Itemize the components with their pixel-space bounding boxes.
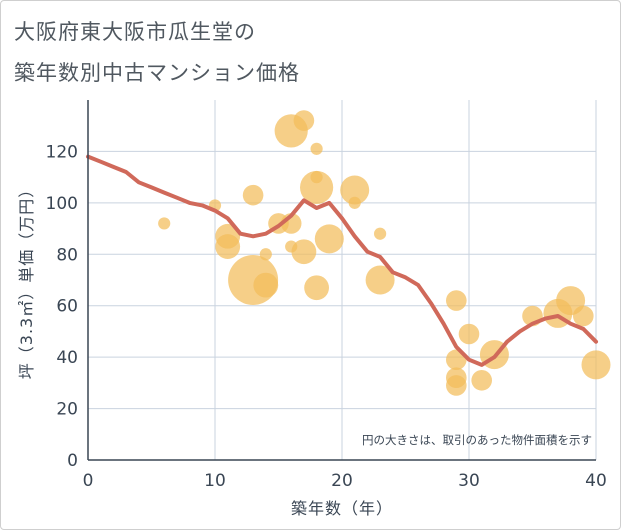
chart-title-line-2: 築年数別中古マンション価格 bbox=[14, 61, 300, 85]
data-bubble bbox=[259, 248, 272, 261]
y-tick-label: 100 bbox=[46, 194, 78, 214]
data-bubble bbox=[253, 272, 279, 298]
y-axis-title: 坪（3.3㎡）単価（万円） bbox=[17, 181, 36, 379]
y-tick-label: 40 bbox=[56, 348, 78, 368]
y-tick-label: 0 bbox=[67, 451, 78, 471]
x-tick-label: 30 bbox=[458, 471, 480, 491]
x-tick-label: 40 bbox=[585, 471, 607, 491]
trend-line bbox=[86, 154, 598, 367]
x-tick-label: 20 bbox=[331, 471, 353, 491]
data-bubble bbox=[304, 275, 329, 301]
bubble-size-note: 円の大きさは、取引のあった物件面積を示す bbox=[362, 433, 592, 447]
data-bubble bbox=[573, 305, 594, 327]
chart-title-line-1: 大阪府東大阪市瓜生堂の bbox=[14, 20, 256, 44]
data-bubble bbox=[242, 184, 264, 206]
data-bubble bbox=[471, 369, 493, 391]
x-tick-label: 10 bbox=[204, 471, 226, 491]
y-tick-label: 60 bbox=[56, 297, 78, 317]
data-bubble bbox=[365, 265, 395, 295]
data-bubble bbox=[581, 350, 611, 380]
data-bubble bbox=[310, 142, 323, 155]
data-bubble bbox=[314, 224, 344, 254]
y-tick-label: 80 bbox=[56, 245, 78, 265]
data-bubble bbox=[215, 234, 241, 259]
data-bubble bbox=[340, 175, 370, 205]
data-bubble bbox=[458, 323, 480, 345]
data-bubble bbox=[446, 375, 467, 396]
x-tick-label: 0 bbox=[83, 471, 94, 491]
data-bubble bbox=[291, 239, 317, 265]
y-tick-label: 120 bbox=[46, 142, 78, 162]
data-bubble bbox=[293, 110, 315, 131]
data-bubble bbox=[300, 170, 334, 205]
data-bubble bbox=[374, 227, 387, 240]
x-axis-title: 築年数（年） bbox=[291, 499, 393, 518]
data-bubble bbox=[348, 196, 361, 209]
y-tick-label: 20 bbox=[56, 400, 78, 420]
data-bubble bbox=[446, 290, 467, 311]
data-bubble bbox=[158, 217, 171, 230]
